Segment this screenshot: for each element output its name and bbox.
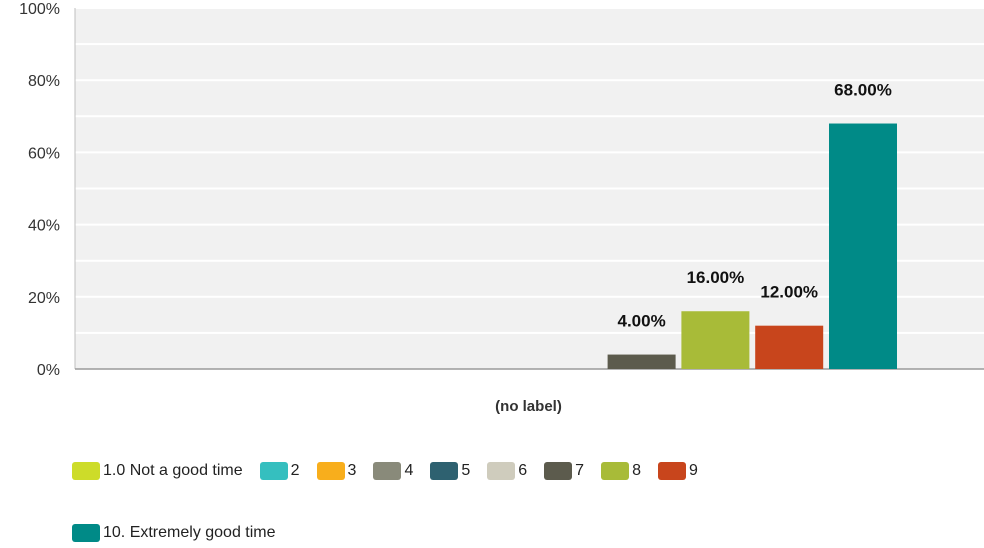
y-tick-label: 60% [28, 145, 60, 162]
legend-swatch [72, 524, 100, 542]
legend-label: 7 [575, 462, 585, 479]
legend-swatch [316, 462, 345, 480]
legend-swatch [72, 462, 100, 480]
legend-item: 5 [430, 456, 470, 486]
legend-item: 2 [259, 456, 300, 486]
legend-swatch [259, 462, 288, 480]
legend-swatch [544, 462, 573, 480]
legend-item: 8 [601, 456, 641, 486]
data-label: 16.00% [687, 268, 745, 287]
legend-label: 10. Extremely good time [103, 524, 276, 541]
legend-swatch [601, 462, 630, 480]
legend-label: 8 [632, 462, 641, 479]
legend-swatch [657, 462, 686, 480]
legend-label: 4 [404, 462, 414, 479]
legend-item: 6 [487, 456, 527, 486]
legend-label: 9 [688, 462, 698, 479]
bar [607, 354, 676, 369]
data-label: 68.00% [834, 81, 892, 100]
y-tick-label: 40% [28, 218, 60, 235]
legend-item: 4 [373, 456, 413, 486]
y-tick-label: 80% [28, 73, 60, 90]
legend-item: 1.0 Not a good time [72, 456, 243, 486]
legend-swatch [430, 462, 459, 480]
legend-label: 2 [290, 462, 300, 479]
y-tick-label: 100% [19, 1, 60, 18]
data-label: 4.00% [617, 312, 665, 331]
legend: 1.0 Not a good time 2 3 4 5 6 7 8 9 10. Extremely… [72, 456, 972, 548]
legend-item: 3 [316, 456, 357, 486]
legend-item: 7 [544, 456, 584, 486]
x-category-label: (no label) [495, 398, 562, 415]
y-tick-label: 0% [37, 362, 60, 379]
bar [829, 123, 897, 370]
data-label: 12.00% [760, 283, 818, 302]
legend-swatch [373, 462, 402, 480]
legend-swatch [487, 462, 516, 480]
chart: 0% 20% 40% 60% 80% 100% 4.00% 16.00% 12.00% 68.00… [19, 1, 984, 415]
legend-label: 1.0 Not a good time [103, 462, 243, 479]
legend-label: 6 [518, 462, 528, 479]
legend-label: 3 [347, 462, 357, 479]
bar [681, 311, 750, 369]
legend-label: 5 [461, 462, 471, 479]
legend-item: 9 [657, 456, 698, 486]
bar [755, 325, 824, 369]
legend-item: 10. Extremely good time [72, 518, 276, 548]
y-tick-label: 20% [28, 290, 60, 307]
